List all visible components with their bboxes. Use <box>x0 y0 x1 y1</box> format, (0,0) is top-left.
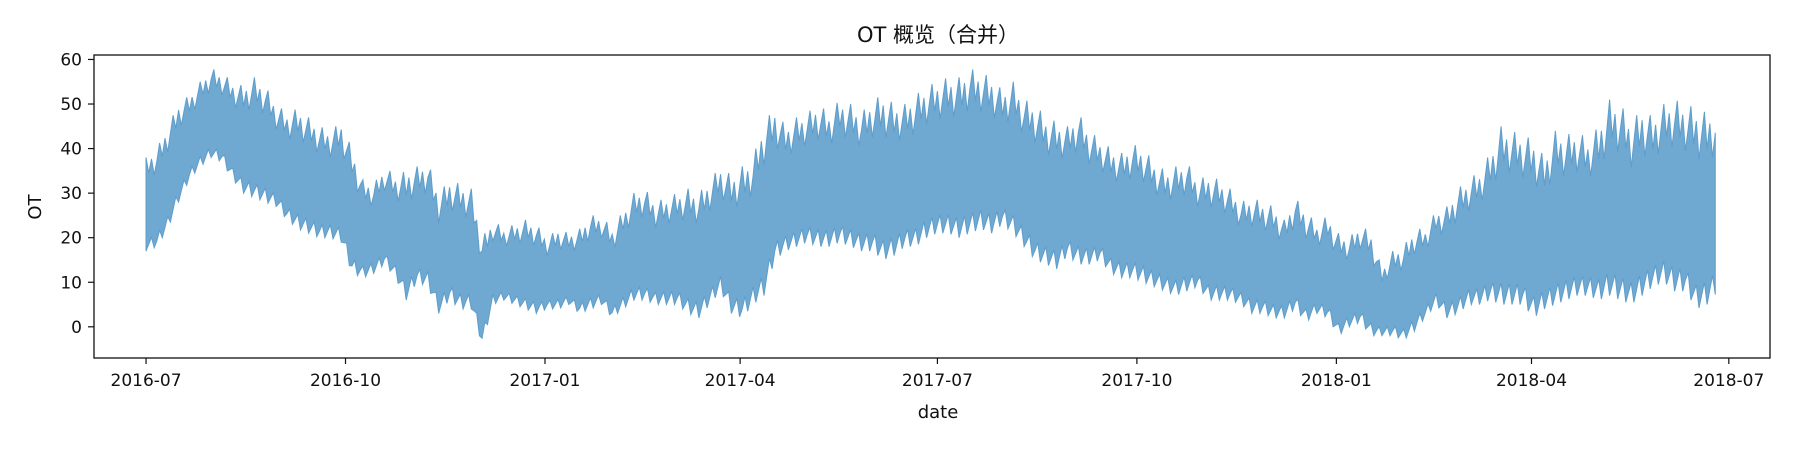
x-tick-label: 2017-10 <box>1101 371 1172 391</box>
x-tick-label: 2017-07 <box>902 371 973 391</box>
ot-series-band <box>145 69 1716 340</box>
x-tick-label: 2017-04 <box>705 371 776 391</box>
y-tick-label: 20 <box>60 229 82 249</box>
x-tick-label: 2018-04 <box>1496 371 1567 391</box>
x-axis: 2016-07 2016-10 2017-01 2017-04 2017-07 2017-… <box>111 358 1764 391</box>
plot-area <box>145 69 1716 340</box>
y-tick-label: 60 <box>60 50 82 70</box>
x-tick-label: 2018-01 <box>1301 371 1372 391</box>
y-axis-label: OT <box>25 193 46 219</box>
plot-frame <box>93 54 1771 359</box>
y-tick-label: 50 <box>60 95 82 115</box>
y-tick-label: 0 <box>71 318 82 338</box>
y-tick-label: 40 <box>60 140 82 160</box>
x-tick-label: 2016-07 <box>111 371 182 391</box>
chart-title: OT 概览（合并） <box>857 23 1019 47</box>
y-axis: 0 10 20 30 40 50 60 <box>60 50 94 338</box>
y-tick-label: 10 <box>60 273 82 293</box>
x-axis-label: date <box>918 402 959 423</box>
x-tick-label: 2016-10 <box>310 371 381 391</box>
x-tick-label: 2018-07 <box>1693 371 1764 391</box>
y-tick-label: 30 <box>60 184 82 204</box>
x-tick-label: 2017-01 <box>509 371 580 391</box>
